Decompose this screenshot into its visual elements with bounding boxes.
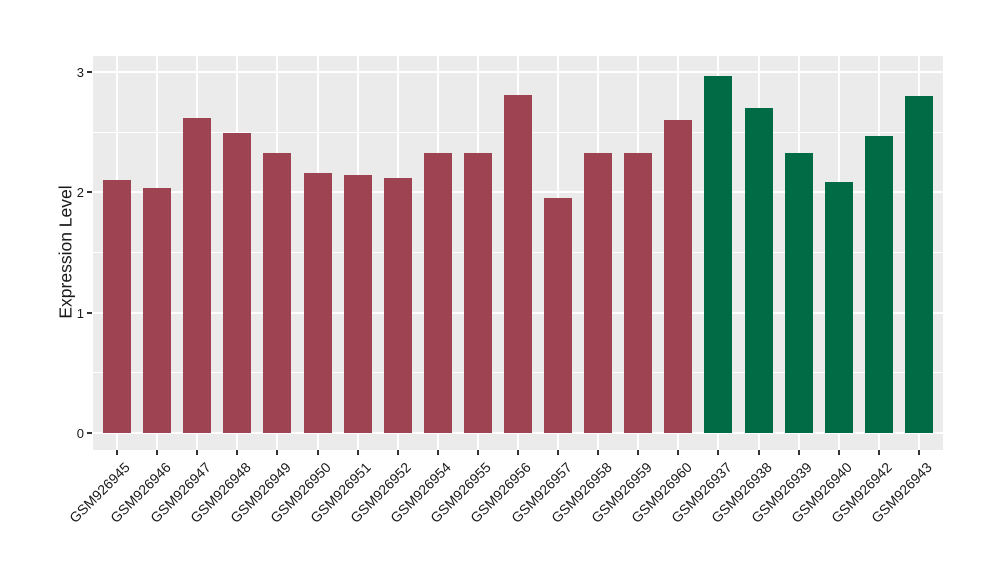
y-tick-label: 3 (76, 65, 84, 80)
x-tick-mark (156, 450, 159, 455)
bar-GSM926950 (303, 173, 332, 433)
x-tick-mark (276, 450, 279, 455)
x-tick-mark (797, 450, 800, 455)
plot-panel (93, 56, 943, 450)
y-tick-mark (87, 71, 92, 73)
bar-GSM926955 (463, 152, 492, 433)
x-tick-mark (917, 450, 920, 455)
x-tick-mark (356, 450, 359, 455)
bar-GSM926948 (223, 133, 252, 433)
y-tick-mark (87, 432, 92, 434)
x-tick-mark (557, 450, 560, 455)
x-tick-mark (116, 450, 119, 455)
y-axis-title: Expression Level (55, 185, 76, 319)
bar-GSM926957 (544, 198, 573, 433)
bar-GSM926949 (263, 152, 292, 433)
x-tick-mark (597, 450, 600, 455)
x-tick-mark (196, 450, 199, 455)
bar-GSM926954 (423, 152, 452, 433)
x-tick-mark (757, 450, 760, 455)
x-tick-mark (396, 450, 399, 455)
bar-GSM926945 (103, 180, 132, 433)
x-tick-mark (236, 450, 239, 455)
bar-GSM926943 (904, 96, 933, 433)
y-tick-label: 1 (76, 305, 84, 321)
x-tick-mark (517, 450, 519, 455)
bar-GSM926940 (824, 181, 853, 433)
x-tick-mark (677, 450, 680, 455)
bar-GSM926947 (183, 117, 212, 433)
x-tick-mark (717, 450, 720, 455)
x-tick-mark (877, 450, 880, 455)
bar-GSM926952 (383, 177, 412, 433)
y-tick-label: 0 (76, 426, 84, 441)
x-tick-mark (837, 450, 840, 455)
y-tick-label: 2 (76, 185, 84, 201)
bar-GSM926959 (624, 152, 653, 433)
bar-GSM926958 (584, 152, 613, 433)
bar-GSM926946 (143, 187, 172, 433)
bar-GSM926956 (504, 94, 532, 433)
x-tick-mark (316, 450, 319, 455)
bar-GSM926938 (744, 108, 773, 433)
bar-GSM926942 (864, 135, 893, 433)
x-tick-mark (436, 450, 439, 455)
bar-GSM926939 (784, 152, 813, 433)
bar-GSM926937 (704, 75, 733, 433)
y-tick-mark (87, 191, 92, 194)
x-tick-mark (637, 450, 640, 455)
bar-GSM926951 (343, 175, 372, 433)
y-tick-mark (87, 311, 92, 314)
x-tick-mark (476, 450, 479, 455)
bar-GSM926960 (664, 120, 693, 433)
